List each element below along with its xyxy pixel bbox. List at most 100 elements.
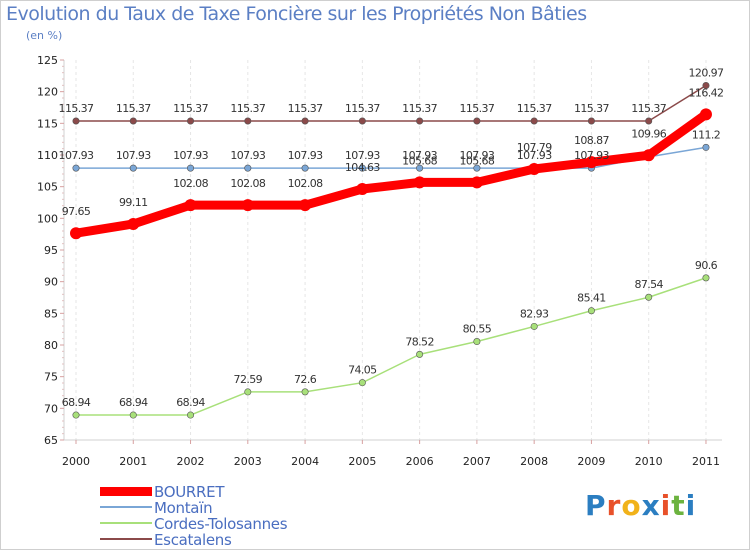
data-label: 107.93 [173,149,208,162]
data-point [301,164,309,172]
data-point [127,217,140,230]
x-tick-label: 2004 [291,455,319,468]
y-tick-label: 120 [37,86,58,99]
data-point [642,149,655,162]
data-point [72,411,80,419]
legend-swatch [100,538,152,540]
data-point [587,117,595,125]
data-point [473,117,481,125]
data-label: 102.08 [173,177,208,190]
data-point [530,322,538,330]
data-point [129,164,137,172]
data-label: 107.93 [230,149,265,162]
y-tick-label: 85 [44,307,58,320]
data-label: 107.79 [517,141,552,154]
data-point [470,176,483,189]
data-label: 78.52 [405,335,434,348]
data-point [528,162,541,175]
data-label: 68.94 [176,396,205,409]
data-label: 104.63 [345,161,380,174]
logo-letter: x [641,489,661,522]
data-label: 115.37 [402,102,437,115]
legend-label: BOURRET [154,483,225,501]
y-tick-label: 65 [44,434,58,447]
x-tick-label: 2002 [177,455,205,468]
data-label: 115.37 [345,102,380,115]
logo-letter: P [585,489,607,522]
x-tick-label: 2010 [635,455,663,468]
data-point [187,411,195,419]
data-point [645,117,653,125]
data-point [702,143,710,151]
proxiti-logo: Proxiti [585,489,696,522]
data-point [358,379,366,387]
x-tick-label: 2008 [520,455,548,468]
data-label: 102.08 [230,177,265,190]
data-point [184,199,197,212]
data-point [702,82,710,90]
data-label: 102.08 [288,177,323,190]
data-point [585,156,598,169]
y-tick-label: 95 [44,244,58,257]
data-label: 115.37 [59,102,94,115]
data-label: 82.93 [520,307,549,320]
data-label: 116.42 [689,86,724,99]
y-tick-label: 125 [37,54,58,67]
data-label: 115.37 [288,102,323,115]
y-tick-label: 90 [44,276,58,289]
data-label: 120.97 [689,67,724,80]
logo-letter: r [606,489,622,522]
logo-letter: t [671,489,686,522]
data-label: 115.37 [116,102,151,115]
legend-label: Escatalens [154,531,232,549]
data-label: 107.93 [574,149,609,162]
series-line-escatalens [75,84,707,122]
x-tick-label: 2009 [577,455,605,468]
chart-unit-label: (en %) [26,29,63,42]
data-point [244,164,252,172]
data-point [187,164,195,172]
data-point [416,350,424,358]
data-point [358,164,366,172]
x-tick-label: 2000 [62,455,90,468]
data-label: 105.68 [402,154,437,167]
x-tick-label: 2006 [406,455,434,468]
data-label: 74.05 [348,364,377,377]
data-label: 87.54 [634,278,663,291]
legend-label: Montaïn [154,499,213,517]
y-tick-label: 105 [37,181,58,194]
data-label: 107.93 [517,149,552,162]
data-point [530,117,538,125]
series-line-monta-n [75,146,707,169]
data-label: 107.93 [288,149,323,162]
x-tick-label: 2011 [692,455,720,468]
x-tick-label: 2007 [463,455,491,468]
data-point [473,164,481,172]
data-label: 107.93 [459,149,494,162]
y-tick-label: 100 [37,212,58,225]
data-point [356,183,369,196]
legend-swatch [100,487,152,496]
data-label: 68.94 [119,396,148,409]
logo-letter: o [621,489,642,522]
logo-letter: i [685,489,697,522]
data-label: 107.93 [345,149,380,162]
data-point [702,274,710,282]
data-point [301,388,309,396]
chart-title: Evolution du Taux de Taxe Foncière sur l… [6,3,587,25]
data-point [699,108,712,121]
data-label: 80.55 [463,323,492,336]
data-point [72,117,80,125]
data-point [416,164,424,172]
series-line-cordes-tolosannes [75,277,707,416]
data-point [301,117,309,125]
y-tick-label: 70 [44,402,58,415]
data-point [413,176,426,189]
data-label: 115.37 [230,102,265,115]
data-point [645,293,653,301]
legend-label: Cordes-Tolosannes [154,515,288,533]
data-point [244,388,252,396]
data-label: 107.93 [402,149,437,162]
